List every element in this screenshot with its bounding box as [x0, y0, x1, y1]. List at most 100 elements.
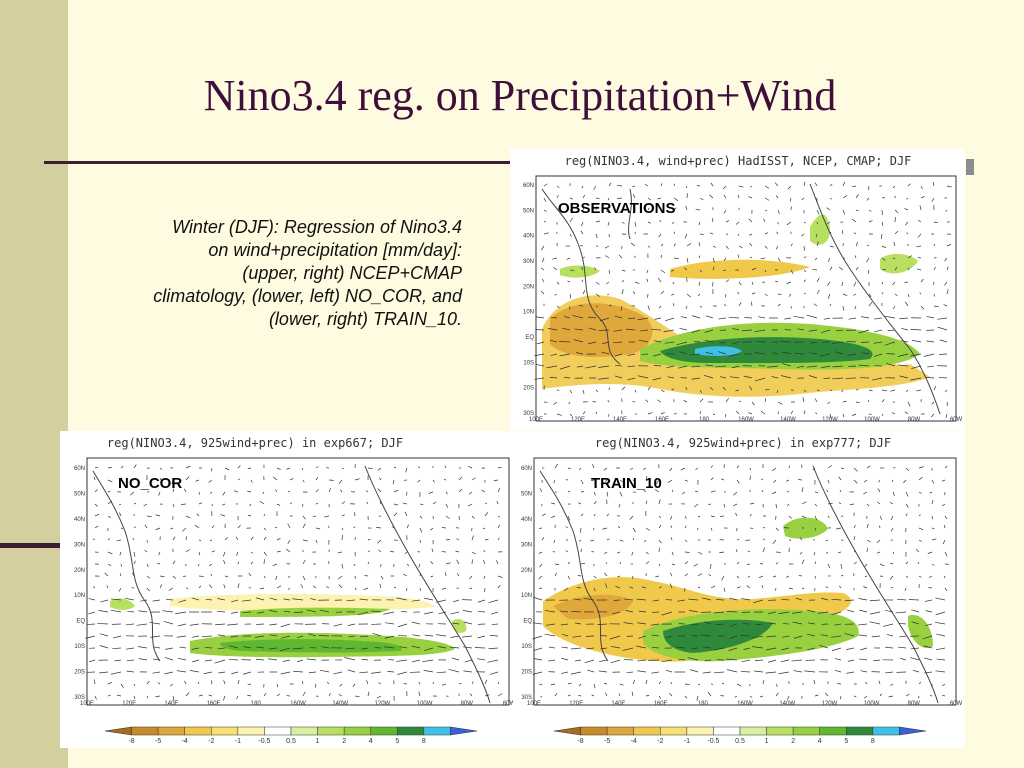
wind-vector	[765, 671, 777, 674]
wind-vector	[88, 659, 96, 663]
wind-vector	[632, 185, 636, 188]
wind-vector	[482, 559, 486, 565]
wind-vector	[665, 669, 673, 673]
wind-vector	[605, 583, 608, 589]
wind-vector	[397, 623, 408, 628]
wind-vector	[771, 352, 779, 355]
wind-vector	[217, 634, 226, 637]
wind-vector	[540, 695, 543, 698]
wind-vector	[133, 551, 136, 557]
wind-vector	[842, 413, 845, 418]
wind-vector	[712, 266, 715, 271]
wind-vector	[203, 671, 213, 675]
wind-vector	[595, 411, 598, 415]
wind-vector	[820, 634, 829, 637]
wind-vector	[569, 293, 572, 299]
wind-vector	[450, 635, 460, 638]
wind-vector	[724, 303, 727, 307]
wind-vector	[910, 353, 922, 357]
wind-vector	[755, 623, 764, 626]
wind-vector	[931, 563, 935, 566]
wind-vector	[463, 670, 473, 673]
wind-vector	[834, 658, 842, 661]
wind-vector	[419, 527, 423, 533]
wind-vector	[733, 491, 738, 496]
wind-vector	[780, 375, 792, 379]
wind-vector	[604, 572, 608, 577]
wind-vector	[775, 280, 779, 283]
wind-vector	[867, 400, 870, 403]
wind-vector	[878, 479, 881, 483]
wind-vector	[411, 621, 421, 625]
wind-vector	[484, 512, 489, 517]
wind-vector	[764, 269, 767, 273]
wind-vector	[496, 560, 499, 565]
wind-vector	[534, 353, 545, 357]
wind-vector	[608, 387, 610, 391]
wind-vector	[697, 551, 703, 555]
wind-vector	[248, 572, 252, 577]
wind-vector	[603, 682, 608, 685]
wind-vector	[217, 647, 226, 650]
wind-vector	[263, 551, 268, 556]
wind-vector	[762, 680, 765, 685]
wind-vector	[372, 633, 382, 637]
colorbar-tick-label: -2	[208, 738, 214, 745]
wind-vector	[600, 647, 608, 650]
wind-vector	[686, 293, 692, 298]
wind-vector	[829, 231, 832, 235]
wind-vector	[632, 291, 636, 295]
wind-vector	[857, 623, 868, 626]
wind-vector	[899, 622, 907, 625]
lat-tick-label: 40N	[523, 234, 534, 240]
wind-vector	[272, 476, 278, 481]
wind-vector	[895, 611, 907, 614]
wind-vector	[746, 563, 751, 565]
wind-vector	[710, 182, 714, 187]
wind-vector	[754, 377, 766, 382]
wind-vector	[640, 329, 649, 332]
wind-vector	[286, 467, 291, 470]
wind-vector	[855, 194, 859, 199]
wind-vector	[840, 467, 845, 470]
wind-vector	[664, 341, 675, 344]
lat-tick-label: 30N	[521, 542, 532, 548]
wind-vector	[827, 563, 831, 569]
wind-vector	[404, 511, 408, 517]
wind-vector	[243, 646, 252, 649]
wind-vector	[778, 671, 790, 675]
wind-vector	[695, 467, 699, 470]
wind-vector	[785, 575, 790, 578]
east-pacific-wet-band	[452, 619, 467, 633]
wind-vector	[237, 679, 240, 685]
wind-vector	[689, 669, 699, 673]
wind-vector	[808, 375, 818, 379]
wind-vector	[133, 683, 136, 687]
wind-vector	[840, 695, 842, 700]
wind-vector	[885, 671, 894, 674]
wind-vector	[894, 293, 898, 296]
wind-vector	[198, 551, 201, 556]
wind-vector	[827, 515, 830, 518]
wind-vector	[93, 679, 96, 685]
wind-vector	[736, 465, 740, 469]
wind-vector	[587, 316, 597, 319]
wind-vector	[890, 683, 894, 686]
lat-tick-label: 10S	[521, 644, 532, 650]
wind-vector	[658, 586, 662, 589]
wind-vector	[133, 560, 136, 565]
wind-vector	[268, 647, 278, 650]
wind-vector	[944, 465, 948, 469]
wind-vector	[826, 207, 831, 211]
wind-vector	[263, 692, 267, 697]
lon-tick-label: 160E	[654, 701, 668, 707]
wind-vector	[578, 683, 582, 687]
wind-vector	[153, 658, 161, 661]
wind-vector	[792, 611, 803, 614]
wind-vector	[944, 525, 946, 529]
wind-vector	[737, 194, 740, 199]
wind-vector	[798, 479, 803, 481]
wind-vector	[116, 694, 122, 697]
wind-vector	[88, 598, 96, 601]
wind-vector	[110, 609, 122, 613]
